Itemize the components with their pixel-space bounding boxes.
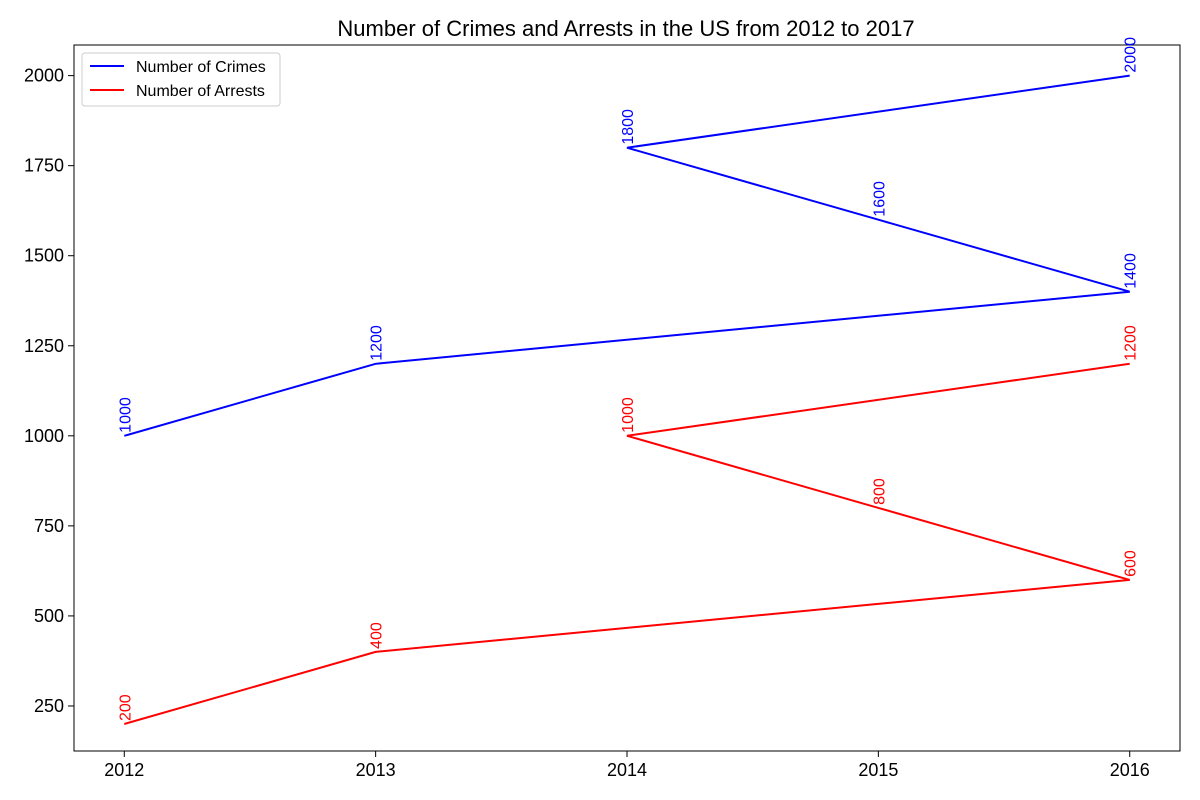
series-line-number-of-arrests	[124, 362, 1130, 725]
y-axis: 250 500 750 1000 1250 1500 1750 2000	[24, 66, 74, 716]
y-tick-label: 750	[34, 516, 64, 536]
data-label-number-of-arrests: 800	[871, 478, 888, 505]
legend-label-arrests: Number of Arrests	[136, 83, 265, 100]
series-line-number-of-crimes	[124, 74, 1130, 437]
series-layer: 1000 1200 1400 1600 1800 2000 200 400 600 800 1000…	[117, 37, 1140, 725]
data-label-number-of-arrests: 1000	[620, 397, 637, 433]
x-tick-label: 2012	[104, 760, 144, 780]
y-tick-label: 1250	[24, 336, 64, 356]
data-label-number-of-crimes: 2000	[1123, 37, 1140, 73]
legend-label-crimes: Number of Crimes	[136, 59, 266, 76]
y-tick-label: 1500	[24, 246, 64, 266]
data-label-number-of-arrests: 200	[117, 694, 134, 721]
data-label-number-of-arrests: 400	[369, 622, 386, 649]
y-tick-label: 1750	[24, 156, 64, 176]
legend: Number of Crimes Number of Arrests	[81, 52, 281, 107]
x-tick-label: 2016	[1110, 760, 1150, 780]
y-tick-label: 250	[34, 696, 64, 716]
y-tick-label: 2000	[24, 66, 64, 86]
legend-box	[81, 52, 281, 107]
chart-title: Number of Crimes and Arrests in the US f…	[337, 16, 914, 41]
data-label-number-of-arrests: 600	[1123, 550, 1140, 577]
y-tick-label: 500	[34, 606, 64, 626]
data-label-number-of-arrests: 1200	[1123, 325, 1140, 361]
x-axis: 2012 2013 2014 2015 2016	[104, 751, 1150, 780]
data-label-number-of-crimes: 1800	[620, 109, 637, 145]
data-label-number-of-crimes: 1600	[871, 181, 888, 217]
x-tick-label: 2015	[858, 760, 898, 780]
data-label-number-of-crimes: 1000	[117, 397, 134, 433]
data-label-number-of-crimes: 1200	[369, 325, 386, 361]
x-tick-label: 2013	[356, 760, 396, 780]
x-tick-label: 2014	[607, 760, 647, 780]
data-label-number-of-crimes: 1400	[1123, 253, 1140, 289]
y-tick-label: 1000	[24, 426, 64, 446]
